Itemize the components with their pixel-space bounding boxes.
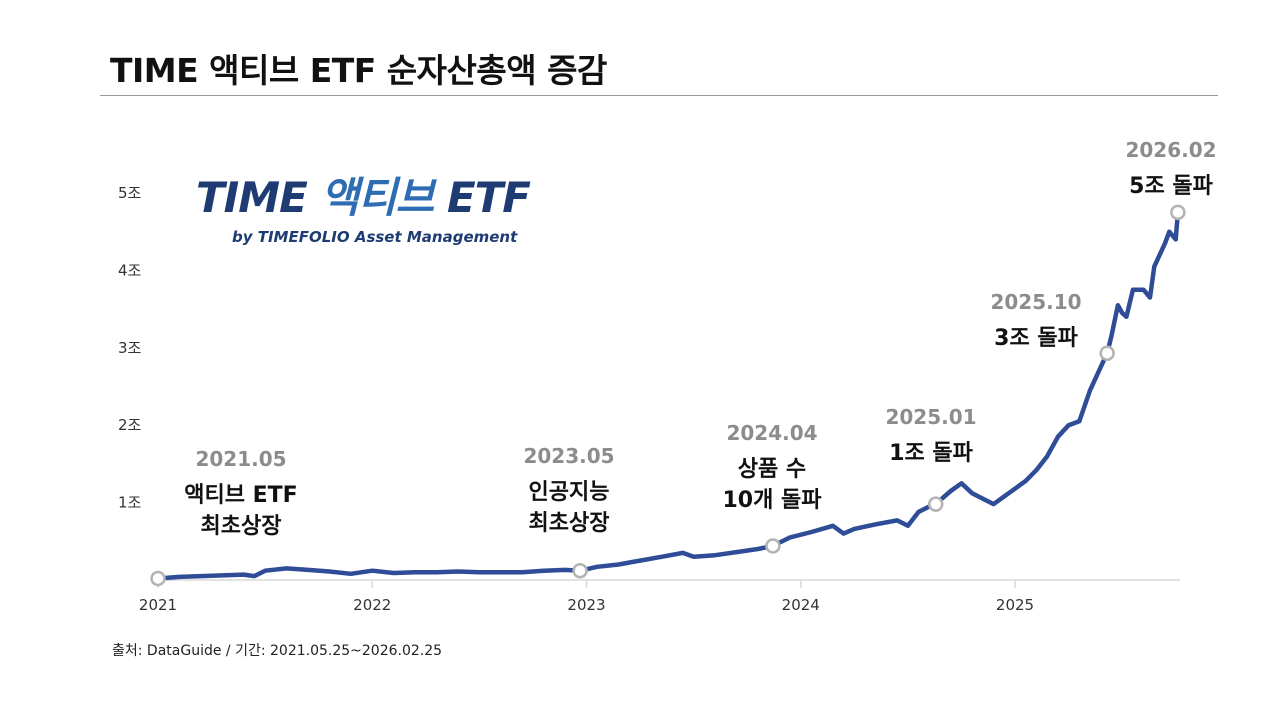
milestone-date: 2024.04 bbox=[726, 421, 817, 445]
x-tick-label: 2023 bbox=[567, 596, 605, 614]
milestone-marker bbox=[150, 570, 166, 587]
logo-subtitle: by TIMEFOLIO Asset Management bbox=[232, 228, 518, 246]
milestone-label: 상품 수 bbox=[738, 457, 806, 482]
y-tick-label: 3조 bbox=[118, 339, 142, 357]
milestone-date: 2021.05 bbox=[195, 447, 286, 471]
logo-time-text: TIME bbox=[196, 173, 308, 222]
milestone-label: 1조 돌파 bbox=[889, 441, 973, 466]
milestone-label: 최초상장 bbox=[201, 514, 282, 539]
milestone-label: 최초상장 bbox=[529, 511, 610, 536]
milestone-label: 액티브 ETF bbox=[184, 483, 297, 508]
source-note: 출처: DataGuide / 기간: 2021.05.25~2026.02.2… bbox=[112, 643, 443, 659]
logo-korean-text: 액티브 bbox=[320, 173, 434, 222]
title-divider bbox=[100, 95, 1218, 96]
milestone-label: 5조 돌파 bbox=[1129, 174, 1213, 199]
milestone-date: 2023.05 bbox=[523, 444, 614, 468]
time-active-etf-logo: TIME 액티브 ETF by TIMEFOLIO Asset Manageme… bbox=[196, 172, 576, 254]
milestone-marker bbox=[927, 496, 944, 512]
x-tick-label: 2025 bbox=[996, 596, 1034, 614]
x-tick-label: 2021 bbox=[139, 596, 177, 614]
y-tick-label: 1조 bbox=[118, 494, 142, 512]
milestone-marker bbox=[1170, 204, 1186, 221]
milestone-label: 10개 돌파 bbox=[723, 488, 823, 513]
logo-wordmark: TIME 액티브 ETF bbox=[196, 172, 531, 224]
x-tick-label: 2022 bbox=[353, 596, 391, 614]
milestone-marker bbox=[1099, 345, 1115, 361]
chart-series bbox=[155, 210, 1181, 581]
milestone-date: 2025.01 bbox=[885, 405, 976, 429]
milestone-marker bbox=[765, 538, 781, 554]
net-assets-series-line bbox=[155, 210, 1181, 581]
milestone-date: 2025.10 bbox=[990, 290, 1081, 314]
y-tick-label: 5조 bbox=[118, 184, 142, 202]
logo-etf-text: ETF bbox=[446, 173, 531, 222]
chart-axes: 1조 2조 3조 4조 5조 2021 2022 2023 2024 2025 bbox=[118, 184, 1180, 614]
milestone-label: 인공지능 bbox=[529, 480, 610, 505]
y-tick-label: 4조 bbox=[118, 261, 142, 279]
y-tick-label: 2조 bbox=[118, 416, 142, 434]
milestone-label: 3조 돌파 bbox=[994, 326, 1078, 351]
milestone-date: 2026.02 bbox=[1125, 138, 1216, 162]
page-title: TIME 액티브 ETF 순자산총액 증감 bbox=[110, 51, 607, 90]
x-tick-label: 2024 bbox=[782, 596, 820, 614]
milestone-marker bbox=[572, 562, 588, 579]
